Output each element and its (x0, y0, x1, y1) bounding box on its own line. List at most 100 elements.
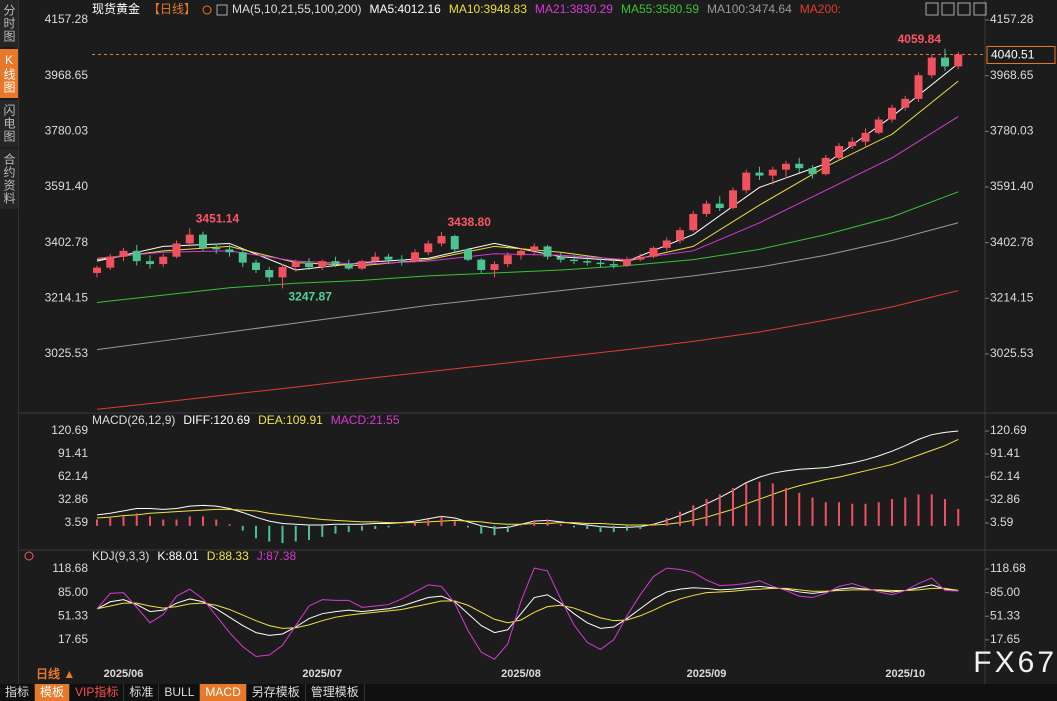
candle-body (450, 236, 459, 250)
macd-bar (334, 525, 337, 534)
indicator-line (96, 439, 959, 526)
x-tick-label: 2025/07 (302, 668, 342, 680)
candle-body (424, 243, 433, 253)
candle-body (583, 261, 592, 263)
tab[interactable]: 闪电图 (0, 100, 18, 147)
legend-item: MACD:21.55 (331, 413, 400, 427)
y-tick-label: 3968.65 (990, 68, 1034, 82)
macd-bar (480, 525, 483, 534)
tab[interactable]: 合约资料 (0, 149, 18, 209)
tool-button[interactable]: 指标 (0, 684, 36, 701)
candle-body (835, 146, 843, 158)
tool-button[interactable]: 标准 (124, 684, 160, 701)
candle-body (238, 252, 247, 263)
macd-bar (414, 522, 416, 526)
tool-button[interactable]: BULL (159, 684, 201, 701)
candle-body (464, 249, 472, 260)
macd-bar (361, 525, 363, 531)
macd-bar (586, 525, 589, 529)
macd-bar (652, 524, 655, 526)
macd-bar (175, 519, 178, 526)
candle-body (371, 256, 380, 262)
tab[interactable]: K线图 (0, 49, 18, 98)
button[interactable] (973, 2, 987, 16)
sidebar: 分时图 K线图 闪电图 合约资料 (0, 0, 19, 684)
candle-body (437, 236, 446, 244)
tool-button[interactable]: MACD (200, 684, 247, 701)
macd-bar (520, 525, 522, 527)
y-tick-label: 91.41 (990, 446, 1020, 460)
macd-bar (612, 525, 615, 533)
y-tick-label: 32.86 (58, 492, 88, 506)
candle-body (265, 269, 274, 278)
macd-bar (944, 499, 946, 526)
button[interactable] (925, 2, 939, 16)
legend-item: MA(5,10,21,55,100,200) (232, 2, 361, 16)
macd-bar (228, 524, 231, 526)
button[interactable] (957, 2, 971, 16)
y-tick-label: 120.69 (51, 423, 88, 437)
y-tick-label: 4157.28 (45, 12, 89, 26)
tool-button[interactable]: 管理模板 (306, 684, 365, 701)
legend-item: MA55:3580.59 (621, 2, 699, 16)
y-tick-label: 85.00 (58, 585, 88, 599)
y-tick-label: 3780.03 (990, 123, 1034, 137)
macd-bar (162, 519, 165, 526)
candle-body (636, 256, 645, 260)
legend-item: K:88.01 (157, 549, 199, 563)
candle-body (530, 246, 539, 251)
annotation: 3451.14 (196, 212, 240, 226)
candle-body (755, 172, 764, 176)
y-tick-label: 51.33 (58, 608, 88, 622)
y-tick-label: 85.00 (990, 585, 1020, 599)
y-tick-label: 62.14 (58, 469, 88, 483)
macd-bar (96, 519, 98, 526)
period-label[interactable]: 日线 ▲ (36, 666, 75, 681)
macd-bar (732, 488, 734, 526)
candle-body (344, 264, 353, 269)
tab[interactable]: 分时图 (0, 0, 18, 47)
candle-body (861, 132, 870, 142)
candle-body (729, 190, 737, 209)
candle-body (768, 169, 777, 176)
tool-button[interactable]: VIP指标 (70, 684, 125, 701)
tool-button[interactable]: 另存模板 (247, 684, 306, 701)
button[interactable] (941, 2, 955, 16)
candle-body (411, 252, 419, 262)
macd-bar (308, 525, 310, 540)
macd-bar (851, 503, 854, 526)
ma-line (96, 290, 959, 410)
tool-button[interactable]: 模板 (35, 684, 71, 701)
candle-body (132, 250, 141, 262)
macd-bar (679, 511, 681, 526)
y-tick-label: 3.59 (65, 515, 89, 529)
candle-body (954, 54, 963, 67)
annotation: 3247.87 (289, 290, 333, 304)
candle-body (106, 256, 115, 268)
candle-body (941, 57, 949, 67)
macd-bar (771, 483, 774, 526)
macd-bar (321, 525, 324, 537)
macd-bar (811, 497, 814, 526)
y-tick-label: 3591.40 (990, 179, 1034, 193)
ma-line (96, 222, 959, 351)
x-tick-label: 2025/06 (104, 668, 144, 680)
macd-bar (268, 525, 271, 542)
settings-icon[interactable] (24, 551, 34, 561)
candle-body (172, 243, 181, 257)
candle-body (517, 250, 525, 256)
macd-bar (626, 525, 628, 531)
candle-body (556, 256, 565, 260)
x-tick-label: 2025/08 (501, 668, 541, 680)
macd-bar (692, 505, 695, 526)
macd-bar (904, 497, 907, 526)
legend-item: MA5:4012.16 (369, 2, 441, 16)
macd-bar (533, 521, 536, 526)
background (0, 0, 1057, 684)
macd-bar (745, 483, 748, 526)
y-tick-label: 118.68 (52, 561, 88, 575)
macd-bar (427, 519, 430, 526)
candle-body (331, 261, 340, 265)
candle-body (676, 230, 684, 241)
